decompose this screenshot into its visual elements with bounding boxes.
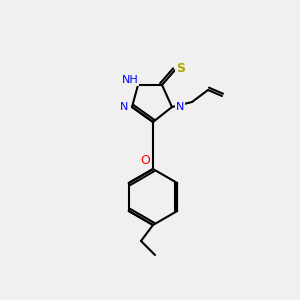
Text: N: N — [176, 102, 184, 112]
Text: N: N — [120, 102, 128, 112]
Text: NH: NH — [122, 75, 138, 85]
Text: S: S — [176, 61, 185, 74]
Text: O: O — [140, 154, 150, 166]
